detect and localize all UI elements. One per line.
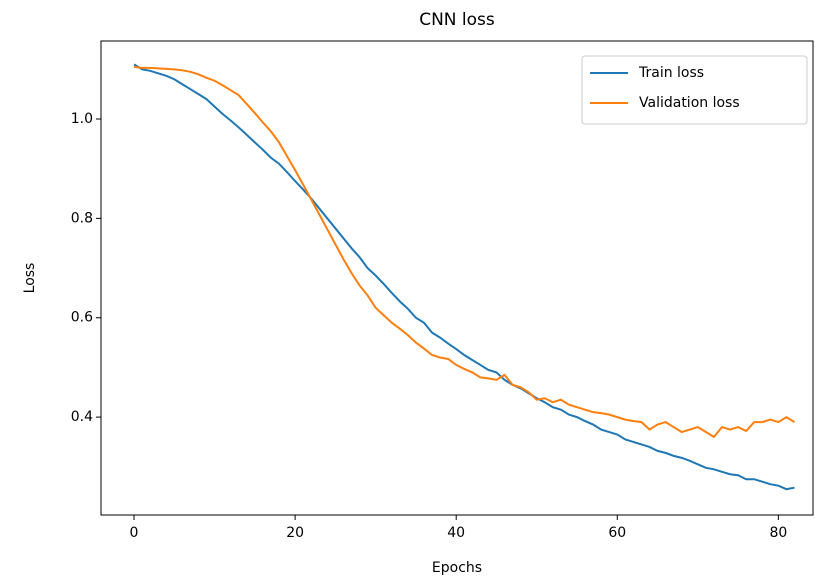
x-tick-label: 40 [447, 525, 465, 541]
plot-frame [100, 40, 814, 516]
x-tick-label: 20 [286, 525, 304, 541]
y-tick-label: 0.8 [71, 210, 93, 226]
legend-label: Train loss [638, 65, 704, 81]
series-line [133, 63, 795, 491]
y-axis-label: Loss [22, 263, 38, 294]
legend-box [581, 55, 808, 125]
legend-label: Validation loss [639, 95, 740, 111]
x-tick-label: 80 [769, 525, 787, 541]
series-line [133, 65, 795, 439]
x-tick-label: 60 [608, 525, 626, 541]
chart-title: CNN loss [419, 10, 495, 30]
x-axis-label: Epochs [432, 560, 482, 576]
x-tick-label: 0 [130, 525, 139, 541]
y-tick-label: 0.6 [71, 310, 93, 326]
y-tick-label: 0.4 [71, 409, 93, 425]
y-tick-label: 1.0 [71, 111, 93, 127]
